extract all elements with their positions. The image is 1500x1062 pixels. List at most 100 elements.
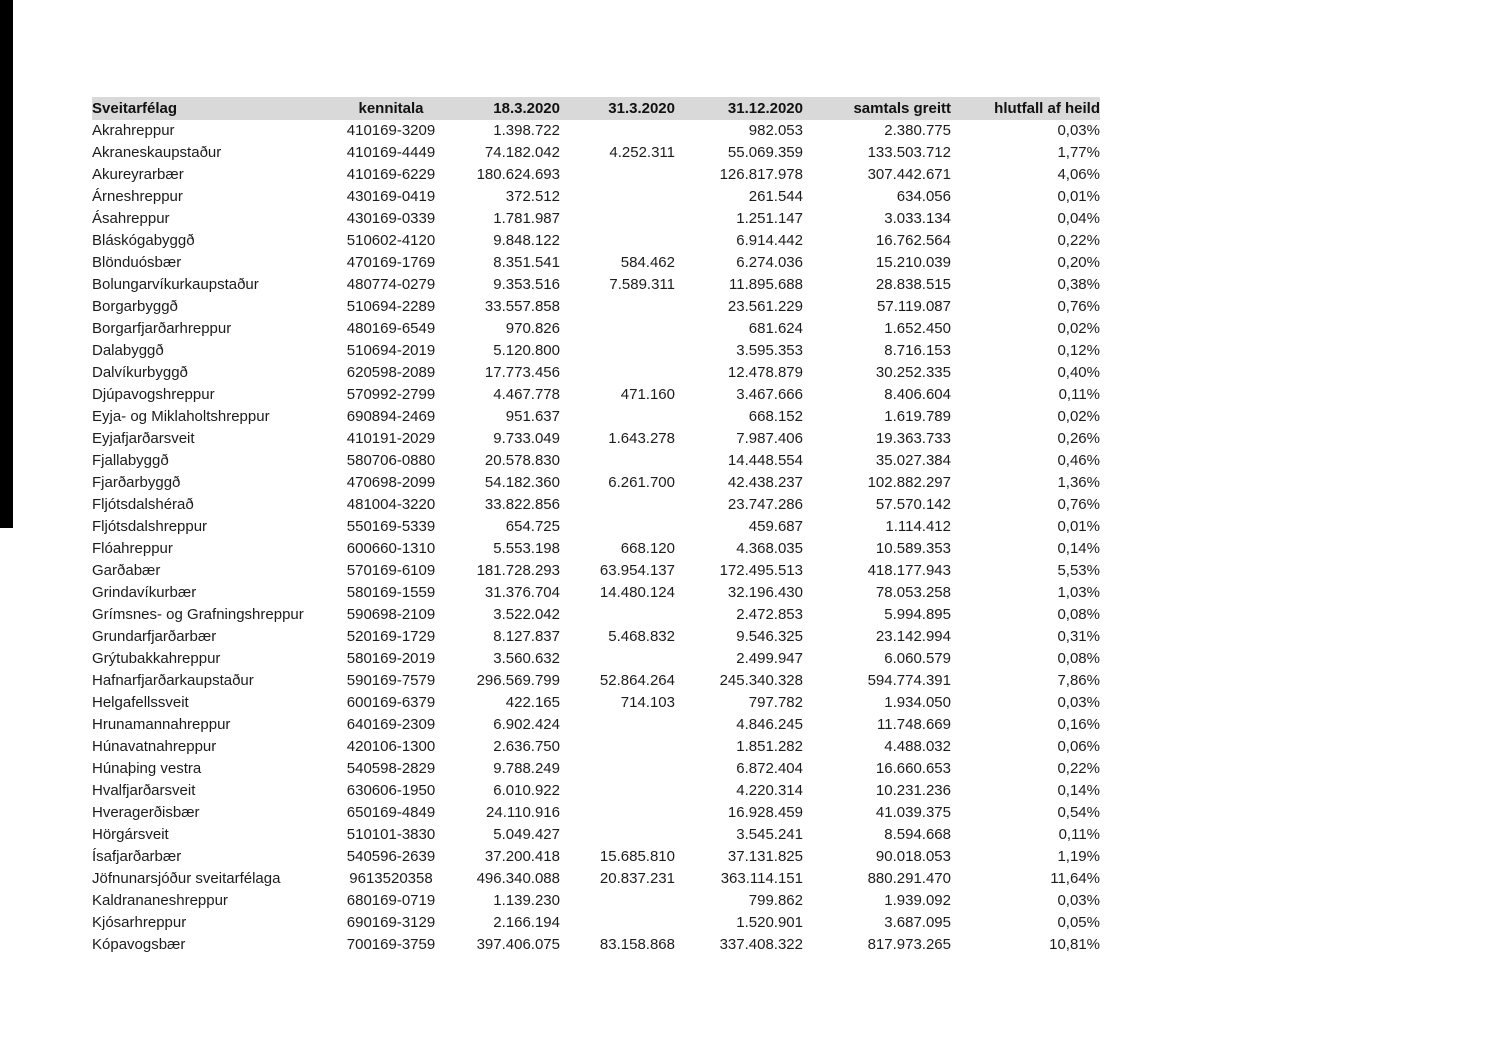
amount-18-3-2020-cell: 9.788.249: [493, 760, 560, 777]
samtals-greitt-cell: 1.939.092: [884, 892, 951, 909]
kennitala-cell: 480774-0279: [346, 276, 436, 293]
kennitala-cell: 600660-1310: [346, 540, 436, 557]
table-row: Bolungarvíkurkaupstaður 480774-0279 9.35…: [92, 274, 1100, 296]
samtals-greitt-cell: 10.589.353: [875, 540, 951, 557]
municipality-name-cell: Kópavogsbær: [92, 936, 186, 953]
municipality-name-cell: Borgarbyggð: [92, 298, 178, 315]
municipality-name-cell: Húnavatnahreppur: [92, 738, 217, 755]
table-row: Akureyrarbær 410169-6229 180.624.693 126…: [92, 164, 1100, 186]
amount-18-3-2020-cell: 1.139.230: [493, 892, 560, 909]
table-row: Grímsnes- og Grafningshreppur 590698-210…: [92, 604, 1100, 626]
amount-18-3-2020-cell: 6.010.922: [493, 782, 560, 799]
municipality-name-cell: Akraneskaupstaður: [92, 144, 222, 161]
table-row: Dalabyggð 510694-2019 5.120.800 3.595.35…: [92, 340, 1100, 362]
table-header: Sveitarfélag kennitala 18.3.2020 31.3.20…: [92, 97, 1100, 120]
kennitala-cell: 690169-3129: [346, 914, 436, 931]
table-row: Ásahreppur 430169-0339 1.781.987 1.251.1…: [92, 208, 1100, 230]
amount-31-12-2020-cell: 23.747.286: [727, 496, 803, 513]
samtals-greitt-cell: 5.994.895: [884, 606, 951, 623]
amount-18-3-2020-cell: 181.728.293: [476, 562, 560, 579]
hlutfall-cell: 0,02%: [1057, 320, 1100, 337]
table-row: Dalvíkurbyggð 620598-2089 17.773.456 12.…: [92, 362, 1100, 384]
kennitala-cell: 420106-1300: [346, 738, 436, 755]
municipality-name-cell: Fljótsdalshérað: [92, 496, 194, 513]
table-row: Húnavatnahreppur 420106-1300 2.636.750 1…: [92, 736, 1100, 758]
amount-31-12-2020-cell: 3.467.666: [736, 386, 803, 403]
amount-18-3-2020-cell: 9.353.516: [493, 276, 560, 293]
amount-31-3-2020-cell: 714.103: [620, 694, 675, 711]
amount-31-12-2020-cell: 37.131.825: [727, 848, 803, 865]
hlutfall-cell: 0,01%: [1057, 518, 1100, 535]
samtals-greitt-cell: 3.687.095: [884, 914, 951, 931]
amount-31-3-2020-cell: 5.468.832: [608, 628, 675, 645]
hlutfall-cell: 0,46%: [1057, 452, 1100, 469]
amount-31-12-2020-cell: 4.368.035: [736, 540, 803, 557]
amount-31-3-2020-cell: 14.480.124: [599, 584, 675, 601]
municipality-name-cell: Flóahreppur: [92, 540, 173, 557]
amount-18-3-2020-cell: 496.340.088: [476, 870, 560, 887]
amount-31-12-2020-cell: 668.152: [748, 408, 803, 425]
amount-31-3-2020-cell: [560, 164, 675, 186]
hlutfall-cell: 0,04%: [1057, 210, 1100, 227]
amount-18-3-2020-cell: 8.351.541: [493, 254, 560, 271]
kennitala-cell: 540598-2829: [346, 760, 436, 777]
amount-31-12-2020-cell: 4.846.245: [736, 716, 803, 733]
table-row: Kópavogsbær 700169-3759 397.406.075 83.1…: [92, 934, 1100, 956]
hlutfall-cell: 0,20%: [1057, 254, 1100, 271]
amount-18-3-2020-cell: 17.773.456: [484, 364, 560, 381]
amount-31-12-2020-cell: 6.872.404: [736, 760, 803, 777]
table-row: Kjósarhreppur 690169-3129 2.166.194 1.52…: [92, 912, 1100, 934]
amount-18-3-2020-cell: 4.467.778: [493, 386, 560, 403]
kennitala-cell: 540596-2639: [346, 848, 436, 865]
amount-31-12-2020-cell: 3.595.353: [736, 342, 803, 359]
kennitala-cell: 630606-1950: [346, 782, 436, 799]
table-row: Eyja- og Miklaholtshreppur 690894-2469 9…: [92, 406, 1100, 428]
municipality-name-cell: Fjarðarbyggð: [92, 474, 181, 491]
amount-31-3-2020-cell: [560, 516, 675, 538]
kennitala-cell: 520169-1729: [346, 628, 436, 645]
amount-31-3-2020-cell: [560, 340, 675, 362]
amount-31-3-2020-cell: [560, 120, 675, 142]
municipality-name-cell: Akureyrarbær: [92, 166, 184, 183]
table-row: Fljótsdalshreppur 550169-5339 654.725 45…: [92, 516, 1100, 538]
amount-18-3-2020-cell: 9.733.049: [493, 430, 560, 447]
municipality-name-cell: Grundarfjarðarbær: [92, 628, 217, 645]
samtals-greitt-cell: 102.882.297: [867, 474, 951, 491]
amount-31-12-2020-cell: 9.546.325: [736, 628, 803, 645]
samtals-greitt-cell: 16.762.564: [875, 232, 951, 249]
kennitala-cell: 510101-3830: [346, 826, 436, 843]
amount-31-12-2020-cell: 459.687: [748, 518, 803, 535]
amount-31-3-2020-cell: [560, 362, 675, 384]
kennitala-cell: 410169-3209: [346, 122, 436, 139]
amount-31-3-2020-cell: 83.158.868: [599, 936, 675, 953]
amount-31-12-2020-cell: 982.053: [748, 122, 803, 139]
table-row: Akrahreppur 410169-3209 1.398.722 982.05…: [92, 120, 1100, 142]
table-row: Garðabær 570169-6109 181.728.293 63.954.…: [92, 560, 1100, 582]
hlutfall-cell: 0,01%: [1057, 188, 1100, 205]
amount-31-3-2020-cell: 471.160: [620, 386, 675, 403]
amount-18-3-2020-cell: 296.569.799: [476, 672, 560, 689]
amount-31-3-2020-cell: 20.837.231: [599, 870, 675, 887]
amount-18-3-2020-cell: 54.182.360: [484, 474, 560, 491]
kennitala-cell: 9613520358: [349, 870, 433, 887]
column-header-18-3-2020: 18.3.2020: [442, 97, 560, 120]
municipality-name-cell: Húnaþing vestra: [92, 760, 202, 777]
hlutfall-cell: 0,40%: [1057, 364, 1100, 381]
municipality-name-cell: Fjallabyggð: [92, 452, 169, 469]
amount-31-3-2020-cell: 52.864.264: [599, 672, 675, 689]
amount-18-3-2020-cell: 33.557.858: [484, 298, 560, 315]
samtals-greitt-cell: 8.716.153: [884, 342, 951, 359]
table-row: Blönduósbær 470169-1769 8.351.541 584.46…: [92, 252, 1100, 274]
samtals-greitt-cell: 594.774.391: [867, 672, 951, 689]
samtals-greitt-cell: 16.660.653: [875, 760, 951, 777]
municipality-name-cell: Djúpavogshreppur: [92, 386, 215, 403]
hlutfall-cell: 0,11%: [1058, 826, 1100, 843]
kennitala-cell: 580706-0880: [346, 452, 436, 469]
municipality-name-cell: Hvalfjarðarsveit: [92, 782, 196, 799]
kennitala-cell: 640169-2309: [346, 716, 436, 733]
samtals-greitt-cell: 2.380.775: [884, 122, 951, 139]
amount-31-3-2020-cell: [560, 186, 675, 208]
hlutfall-cell: 4,06%: [1057, 166, 1100, 183]
amount-31-3-2020-cell: [560, 230, 675, 252]
amount-31-12-2020-cell: 245.340.328: [719, 672, 803, 689]
